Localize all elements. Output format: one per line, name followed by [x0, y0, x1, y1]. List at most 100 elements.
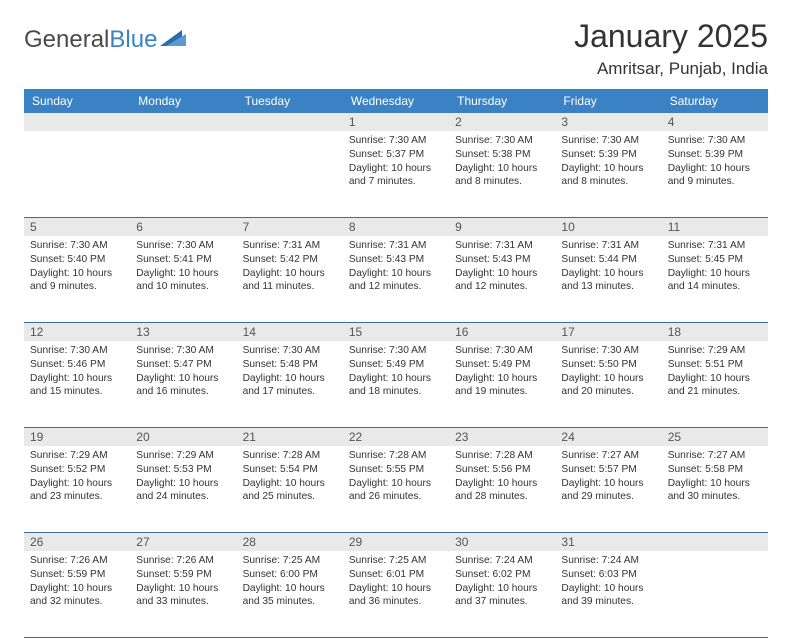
calendar-cell: Sunrise: 7:30 AMSunset: 5:48 PMDaylight:… [237, 341, 343, 427]
date-number [24, 113, 130, 131]
weekday-header: Wednesday [343, 89, 449, 113]
logo-text: GeneralBlue [24, 26, 157, 54]
day-details: Sunrise: 7:29 AMSunset: 5:52 PMDaylight:… [30, 449, 124, 504]
calendar-cell-empty [24, 131, 130, 217]
date-number: 31 [555, 533, 661, 551]
calendar-cell: Sunrise: 7:30 AMSunset: 5:38 PMDaylight:… [449, 131, 555, 217]
date-number [130, 113, 236, 131]
day-details: Sunrise: 7:30 AMSunset: 5:38 PMDaylight:… [455, 134, 549, 189]
calendar-cell: Sunrise: 7:30 AMSunset: 5:39 PMDaylight:… [555, 131, 661, 217]
date-number: 2 [449, 113, 555, 131]
date-number-row: 262728293031 [24, 533, 768, 551]
day-details: Sunrise: 7:25 AMSunset: 6:00 PMDaylight:… [243, 554, 337, 609]
date-number: 15 [343, 323, 449, 341]
day-details: Sunrise: 7:30 AMSunset: 5:49 PMDaylight:… [455, 344, 549, 399]
day-details: Sunrise: 7:30 AMSunset: 5:48 PMDaylight:… [243, 344, 337, 399]
calendar-week: Sunrise: 7:30 AMSunset: 5:37 PMDaylight:… [24, 131, 768, 218]
day-details: Sunrise: 7:28 AMSunset: 5:56 PMDaylight:… [455, 449, 549, 504]
date-number-row: 567891011 [24, 218, 768, 236]
date-number: 1 [343, 113, 449, 131]
calendar-cell: Sunrise: 7:30 AMSunset: 5:49 PMDaylight:… [343, 341, 449, 427]
date-number: 3 [555, 113, 661, 131]
date-number: 25 [662, 428, 768, 446]
day-details: Sunrise: 7:30 AMSunset: 5:50 PMDaylight:… [561, 344, 655, 399]
date-number: 9 [449, 218, 555, 236]
calendar-cell-empty [130, 131, 236, 217]
date-number: 26 [24, 533, 130, 551]
calendar-cell: Sunrise: 7:29 AMSunset: 5:51 PMDaylight:… [662, 341, 768, 427]
date-number: 10 [555, 218, 661, 236]
date-number-row: 19202122232425 [24, 428, 768, 446]
day-details: Sunrise: 7:29 AMSunset: 5:51 PMDaylight:… [668, 344, 762, 399]
calendar-cell: Sunrise: 7:28 AMSunset: 5:56 PMDaylight:… [449, 446, 555, 532]
calendar: SundayMondayTuesdayWednesdayThursdayFrid… [24, 89, 768, 638]
weekday-header: Monday [130, 89, 236, 113]
date-number: 12 [24, 323, 130, 341]
logo-triangle-icon [160, 28, 186, 51]
calendar-cell: Sunrise: 7:30 AMSunset: 5:37 PMDaylight:… [343, 131, 449, 217]
date-number-row: 12131415161718 [24, 323, 768, 341]
calendar-cell: Sunrise: 7:31 AMSunset: 5:43 PMDaylight:… [343, 236, 449, 322]
date-number: 21 [237, 428, 343, 446]
calendar-cell: Sunrise: 7:29 AMSunset: 5:53 PMDaylight:… [130, 446, 236, 532]
day-details: Sunrise: 7:31 AMSunset: 5:44 PMDaylight:… [561, 239, 655, 294]
day-details: Sunrise: 7:30 AMSunset: 5:41 PMDaylight:… [136, 239, 230, 294]
calendar-cell-empty [237, 131, 343, 217]
calendar-cell: Sunrise: 7:30 AMSunset: 5:50 PMDaylight:… [555, 341, 661, 427]
date-number: 27 [130, 533, 236, 551]
day-details: Sunrise: 7:30 AMSunset: 5:39 PMDaylight:… [561, 134, 655, 189]
calendar-cell: Sunrise: 7:27 AMSunset: 5:58 PMDaylight:… [662, 446, 768, 532]
date-number: 17 [555, 323, 661, 341]
calendar-cell: Sunrise: 7:25 AMSunset: 6:01 PMDaylight:… [343, 551, 449, 637]
calendar-week: Sunrise: 7:29 AMSunset: 5:52 PMDaylight:… [24, 446, 768, 533]
weekday-header: Friday [555, 89, 661, 113]
calendar-cell: Sunrise: 7:31 AMSunset: 5:43 PMDaylight:… [449, 236, 555, 322]
calendar-cell: Sunrise: 7:28 AMSunset: 5:54 PMDaylight:… [237, 446, 343, 532]
header: GeneralBlue January 2025 Amritsar, Punja… [24, 18, 768, 79]
weekday-header: Sunday [24, 89, 130, 113]
day-details: Sunrise: 7:31 AMSunset: 5:42 PMDaylight:… [243, 239, 337, 294]
day-details: Sunrise: 7:26 AMSunset: 5:59 PMDaylight:… [30, 554, 124, 609]
day-details: Sunrise: 7:31 AMSunset: 5:45 PMDaylight:… [668, 239, 762, 294]
day-details: Sunrise: 7:27 AMSunset: 5:57 PMDaylight:… [561, 449, 655, 504]
calendar-cell: Sunrise: 7:30 AMSunset: 5:46 PMDaylight:… [24, 341, 130, 427]
calendar-week: Sunrise: 7:30 AMSunset: 5:46 PMDaylight:… [24, 341, 768, 428]
day-details: Sunrise: 7:27 AMSunset: 5:58 PMDaylight:… [668, 449, 762, 504]
page-title: January 2025 [574, 18, 768, 55]
calendar-cell-empty [662, 551, 768, 637]
day-details: Sunrise: 7:30 AMSunset: 5:40 PMDaylight:… [30, 239, 124, 294]
weekday-header: Saturday [662, 89, 768, 113]
calendar-week: Sunrise: 7:26 AMSunset: 5:59 PMDaylight:… [24, 551, 768, 638]
date-number [237, 113, 343, 131]
calendar-cell: Sunrise: 7:29 AMSunset: 5:52 PMDaylight:… [24, 446, 130, 532]
calendar-cell: Sunrise: 7:28 AMSunset: 5:55 PMDaylight:… [343, 446, 449, 532]
calendar-cell: Sunrise: 7:26 AMSunset: 5:59 PMDaylight:… [130, 551, 236, 637]
calendar-week: Sunrise: 7:30 AMSunset: 5:40 PMDaylight:… [24, 236, 768, 323]
calendar-cell: Sunrise: 7:25 AMSunset: 6:00 PMDaylight:… [237, 551, 343, 637]
day-details: Sunrise: 7:30 AMSunset: 5:39 PMDaylight:… [668, 134, 762, 189]
logo: GeneralBlue [24, 26, 186, 54]
date-number: 4 [662, 113, 768, 131]
calendar-cell: Sunrise: 7:30 AMSunset: 5:39 PMDaylight:… [662, 131, 768, 217]
logo-word-blue: Blue [109, 26, 157, 53]
calendar-cell: Sunrise: 7:30 AMSunset: 5:40 PMDaylight:… [24, 236, 130, 322]
date-number-row: 1234 [24, 113, 768, 131]
date-number: 13 [130, 323, 236, 341]
day-details: Sunrise: 7:24 AMSunset: 6:03 PMDaylight:… [561, 554, 655, 609]
day-details: Sunrise: 7:25 AMSunset: 6:01 PMDaylight:… [349, 554, 443, 609]
day-details: Sunrise: 7:30 AMSunset: 5:47 PMDaylight:… [136, 344, 230, 399]
calendar-cell: Sunrise: 7:31 AMSunset: 5:44 PMDaylight:… [555, 236, 661, 322]
date-number: 16 [449, 323, 555, 341]
calendar-cell: Sunrise: 7:31 AMSunset: 5:45 PMDaylight:… [662, 236, 768, 322]
date-number: 20 [130, 428, 236, 446]
date-number: 29 [343, 533, 449, 551]
date-number: 7 [237, 218, 343, 236]
weekday-header: Tuesday [237, 89, 343, 113]
day-details: Sunrise: 7:30 AMSunset: 5:49 PMDaylight:… [349, 344, 443, 399]
day-details: Sunrise: 7:31 AMSunset: 5:43 PMDaylight:… [455, 239, 549, 294]
date-number: 18 [662, 323, 768, 341]
day-details: Sunrise: 7:28 AMSunset: 5:54 PMDaylight:… [243, 449, 337, 504]
date-number: 28 [237, 533, 343, 551]
weekday-header-row: SundayMondayTuesdayWednesdayThursdayFrid… [24, 89, 768, 113]
logo-word-general: General [24, 26, 109, 53]
